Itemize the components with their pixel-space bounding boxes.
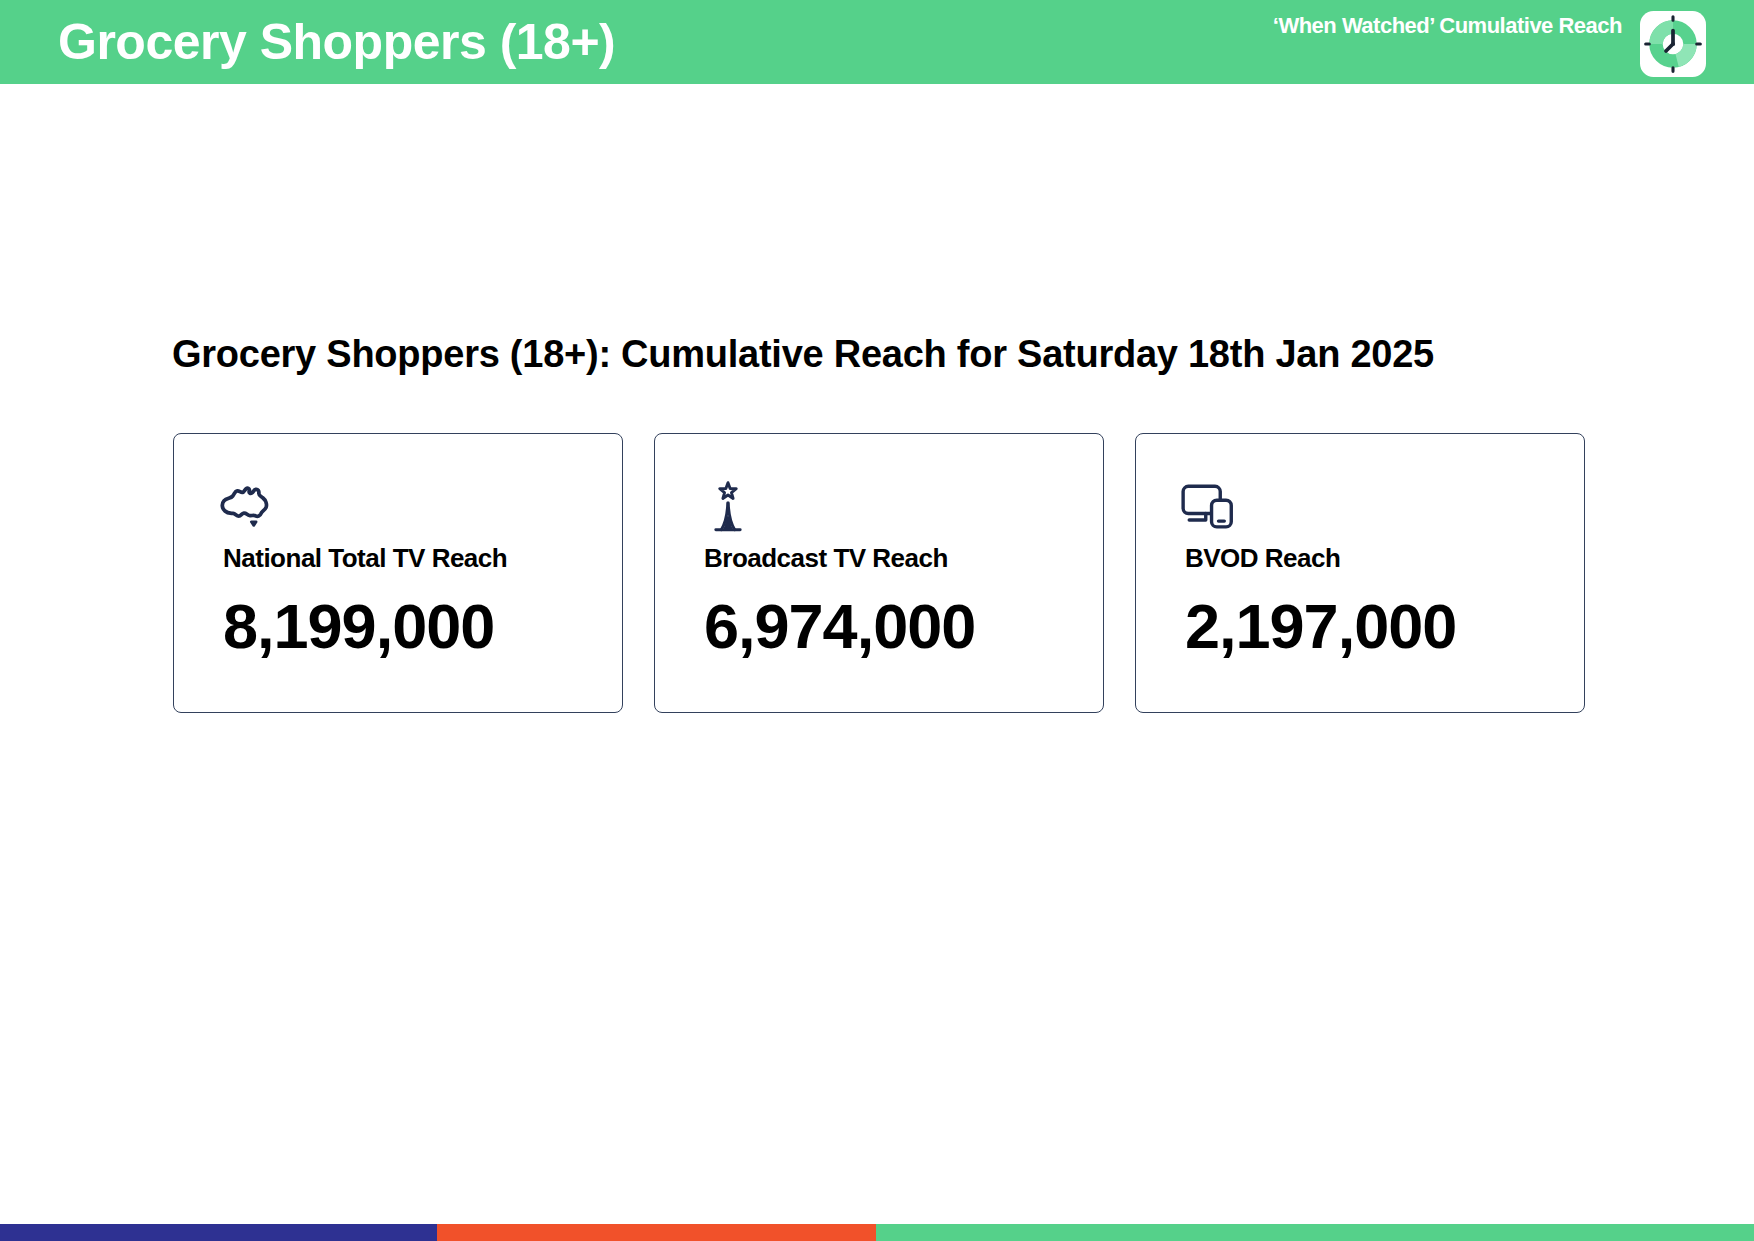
card-bvod-reach: BVOD Reach 2,197,000 bbox=[1135, 433, 1585, 713]
card-value: 8,199,000 bbox=[223, 595, 607, 658]
card-value: 2,197,000 bbox=[1185, 595, 1569, 658]
footer-segment-green bbox=[876, 1224, 1754, 1241]
broadcast-tower-icon bbox=[704, 483, 752, 531]
footer-segment-blue bbox=[0, 1224, 437, 1241]
card-broadcast-tv-reach: Broadcast TV Reach 6,974,000 bbox=[654, 433, 1104, 713]
australia-map-icon bbox=[223, 483, 271, 531]
clock-logo-icon bbox=[1640, 11, 1706, 77]
card-national-total-tv-reach: National Total TV Reach 8,199,000 bbox=[173, 433, 623, 713]
card-label: National Total TV Reach bbox=[223, 544, 607, 574]
card-value: 6,974,000 bbox=[704, 595, 1088, 658]
report-heading: Grocery Shoppers (18+): Cumulative Reach… bbox=[172, 333, 1434, 376]
card-label: Broadcast TV Reach bbox=[704, 544, 1088, 574]
card-label: BVOD Reach bbox=[1185, 544, 1569, 574]
metric-cards: National Total TV Reach 8,199,000 Broadc… bbox=[173, 433, 1585, 713]
page-title: Grocery Shoppers (18+) bbox=[58, 13, 615, 71]
footer-segment-orange bbox=[437, 1224, 876, 1241]
footer-stripe bbox=[0, 1224, 1754, 1241]
header-subtitle: ‘When Watched’ Cumulative Reach bbox=[1273, 13, 1622, 39]
screens-icon bbox=[1185, 483, 1233, 531]
header-bar: Grocery Shoppers (18+) ‘When Watched’ Cu… bbox=[0, 0, 1754, 84]
